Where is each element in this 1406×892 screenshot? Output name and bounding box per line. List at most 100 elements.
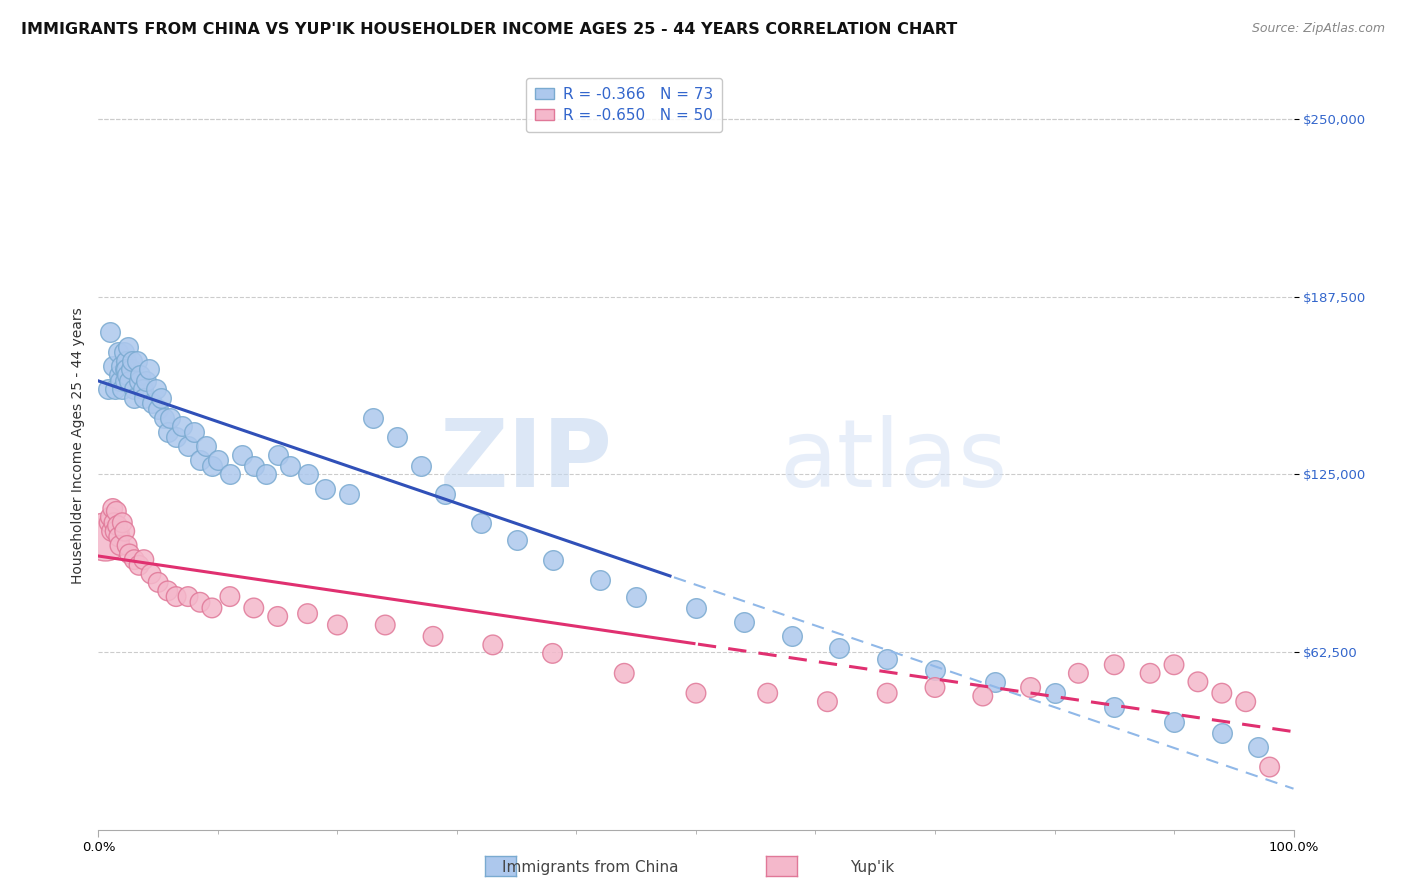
Point — [115, 362, 138, 376]
Point — [685, 686, 707, 700]
Point — [112, 345, 135, 359]
Point — [219, 467, 242, 482]
Point — [1139, 666, 1161, 681]
Point — [254, 467, 277, 482]
Point — [107, 368, 129, 382]
Point — [589, 573, 612, 587]
Point — [1019, 681, 1042, 695]
Point — [506, 533, 529, 547]
Point — [1067, 666, 1090, 681]
Point — [984, 674, 1007, 689]
Point — [135, 374, 157, 388]
Point — [188, 453, 211, 467]
Point — [1187, 674, 1209, 689]
Point — [924, 681, 946, 695]
Text: Immigrants from China: Immigrants from China — [502, 860, 679, 874]
Point — [128, 374, 150, 388]
Point — [924, 664, 946, 678]
Point — [117, 340, 139, 354]
Point — [153, 410, 176, 425]
Point — [385, 430, 409, 444]
Text: IMMIGRANTS FROM CHINA VS YUP'IK HOUSEHOLDER INCOME AGES 25 - 44 YEARS CORRELATIO: IMMIGRANTS FROM CHINA VS YUP'IK HOUSEHOL… — [21, 22, 957, 37]
Point — [231, 448, 253, 462]
Text: Source: ZipAtlas.com: Source: ZipAtlas.com — [1251, 22, 1385, 36]
Point — [188, 595, 211, 609]
Point — [98, 510, 122, 524]
Point — [121, 353, 143, 368]
Point — [132, 552, 155, 566]
Point — [326, 618, 349, 632]
Point — [434, 487, 457, 501]
Point — [183, 425, 205, 439]
Text: atlas: atlas — [779, 416, 1008, 508]
Point — [165, 590, 187, 604]
Point — [111, 382, 134, 396]
Point — [107, 530, 129, 544]
Point — [94, 530, 117, 544]
Point — [115, 538, 138, 552]
Point — [1163, 714, 1185, 729]
Point — [124, 382, 146, 396]
Point — [195, 439, 218, 453]
Point — [138, 362, 160, 376]
Point — [315, 482, 337, 496]
Point — [243, 458, 266, 473]
Point — [128, 558, 150, 573]
Point — [201, 458, 224, 473]
Point — [481, 638, 505, 652]
Point — [104, 382, 127, 396]
Point — [733, 615, 755, 629]
Point — [756, 686, 779, 700]
Point — [278, 458, 301, 473]
Point — [1211, 686, 1233, 700]
Point — [129, 368, 152, 382]
Point — [1043, 686, 1066, 700]
Point — [148, 402, 170, 417]
Point — [97, 382, 120, 396]
Point — [613, 666, 636, 681]
Point — [541, 552, 564, 566]
Point — [115, 368, 138, 382]
Point — [374, 618, 396, 632]
Point — [148, 575, 170, 590]
Point — [815, 695, 838, 709]
Point — [132, 391, 155, 405]
Point — [98, 516, 121, 530]
Point — [780, 629, 803, 643]
Point — [1104, 657, 1126, 672]
Point — [110, 359, 132, 374]
Point — [363, 410, 385, 425]
Point — [107, 345, 129, 359]
Point — [124, 552, 146, 566]
Point — [156, 583, 179, 598]
Point — [1104, 700, 1126, 714]
Point — [159, 410, 181, 425]
Point — [111, 516, 134, 530]
Point — [876, 686, 898, 700]
Point — [1234, 695, 1257, 709]
Legend: R = -0.366   N = 73, R = -0.650   N = 50: R = -0.366 N = 73, R = -0.650 N = 50 — [526, 78, 723, 132]
Point — [876, 652, 898, 666]
Point — [972, 689, 994, 703]
Point — [118, 547, 141, 561]
Point — [104, 524, 127, 539]
Text: ZIP: ZIP — [440, 416, 613, 508]
Point — [1258, 760, 1281, 774]
Point — [172, 419, 194, 434]
Point — [267, 448, 290, 462]
Point — [125, 353, 148, 368]
Point — [108, 538, 131, 552]
Point — [120, 362, 142, 376]
Point — [105, 504, 128, 518]
Point — [297, 467, 319, 482]
Point — [165, 430, 187, 444]
Point — [131, 382, 153, 396]
Point — [114, 374, 136, 388]
Text: Yup'ik: Yup'ik — [849, 860, 894, 874]
Point — [139, 566, 162, 581]
Point — [685, 601, 707, 615]
Point — [267, 609, 290, 624]
Point — [114, 524, 136, 539]
Y-axis label: Householder Income Ages 25 - 44 years: Householder Income Ages 25 - 44 years — [70, 308, 84, 584]
Point — [201, 601, 224, 615]
